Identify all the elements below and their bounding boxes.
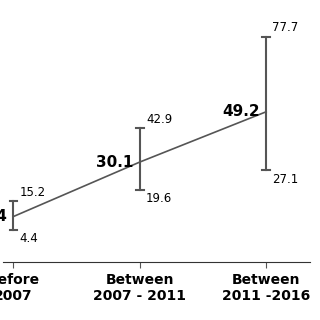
Text: 9.4: 9.4 (0, 209, 7, 224)
Text: 27.1: 27.1 (272, 172, 299, 186)
Text: 30.1: 30.1 (96, 155, 133, 170)
Text: 19.6: 19.6 (146, 192, 172, 205)
Text: 4.4: 4.4 (20, 232, 38, 245)
Text: 49.2: 49.2 (222, 104, 260, 119)
Text: 77.7: 77.7 (272, 21, 299, 34)
Text: 42.9: 42.9 (146, 113, 172, 126)
Text: 15.2: 15.2 (20, 186, 46, 199)
